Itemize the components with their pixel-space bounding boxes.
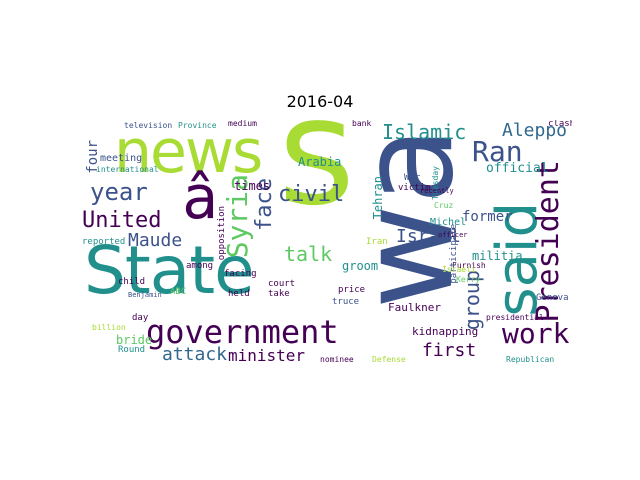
word-benjamin: Benjamin: [128, 291, 162, 299]
word-province: Province: [178, 121, 217, 130]
chart-title: 2016-04: [286, 92, 354, 111]
word-day: day: [132, 313, 149, 323]
word-kidnapping: kidnapping: [412, 325, 479, 338]
word-a-circ: â: [182, 163, 219, 233]
word-recently: recently: [420, 187, 454, 195]
word-minister: minister: [228, 346, 306, 365]
word-israeli: Israeli: [442, 265, 476, 274]
word-arabia: Arabia: [298, 155, 342, 169]
word-militia: militia: [472, 249, 523, 263]
word-news: news: [114, 120, 263, 187]
word-civil: civil: [278, 182, 345, 207]
word-nominee: nominee: [320, 355, 354, 364]
word-s: s: [278, 120, 356, 238]
word-opposition: opposition: [217, 206, 227, 261]
word-reported: reported: [82, 237, 126, 247]
word-medium: medium: [228, 120, 257, 128]
word-take: take: [268, 289, 290, 299]
word-times: times: [234, 179, 271, 193]
word-official: official: [486, 161, 549, 176]
word-truce: truce: [332, 297, 360, 307]
word-tehran: Tehran: [371, 176, 385, 220]
word-international: international: [96, 165, 159, 174]
word-kerry: Kerry: [456, 275, 481, 284]
word-aleppo: Aleppo: [502, 120, 568, 141]
word-first: first: [422, 340, 477, 361]
word-bride: bride: [116, 333, 153, 347]
word-clash: clash: [548, 120, 572, 129]
word-presidential: presidential: [486, 313, 544, 322]
word-facing: facing: [224, 269, 257, 279]
word-michel: Michel: [430, 217, 467, 228]
word-child: child: [118, 277, 146, 287]
word-talk: talk: [284, 242, 333, 266]
word-cruz: Cruz: [434, 201, 454, 210]
word-iran: Iran: [366, 237, 388, 247]
word-ran: Ran: [472, 135, 523, 168]
word-television: television: [124, 121, 173, 130]
word-held: held: [228, 289, 250, 299]
word-israel: Israel: [396, 226, 462, 247]
word-among: among: [186, 261, 214, 271]
word-faulkner: Faulkner: [388, 301, 441, 314]
word-government: government: [146, 313, 339, 351]
word-islamic: Islamic: [382, 120, 467, 144]
word-republican: Republican: [506, 355, 555, 364]
word-bank: bank: [352, 120, 372, 128]
word-attack: attack: [162, 344, 228, 365]
word-cloud: news s wa State said â government Presid…: [82, 120, 572, 366]
word-billion: billion: [92, 323, 126, 332]
word-round: Round: [118, 345, 146, 355]
word-state: State: [84, 232, 255, 309]
word-geneva: Geneva: [536, 293, 569, 303]
word-maude: Maude: [128, 230, 183, 251]
word-united: United: [82, 208, 162, 233]
word-groom: groom: [342, 259, 379, 273]
word-former: former: [462, 209, 513, 225]
word-year: year: [90, 178, 148, 206]
word-court: court: [268, 279, 296, 289]
word-defense: Defense: [372, 355, 406, 364]
word-victim: victim: [398, 183, 431, 193]
word-abc: ABC: [170, 287, 187, 297]
word-furnish: Furnish: [452, 261, 486, 270]
word-work: work: [502, 317, 570, 350]
word-war: War: [404, 173, 421, 183]
word-officer: officer: [438, 231, 468, 239]
word-price: price: [338, 285, 366, 295]
word-meeting: meeting: [100, 153, 143, 164]
